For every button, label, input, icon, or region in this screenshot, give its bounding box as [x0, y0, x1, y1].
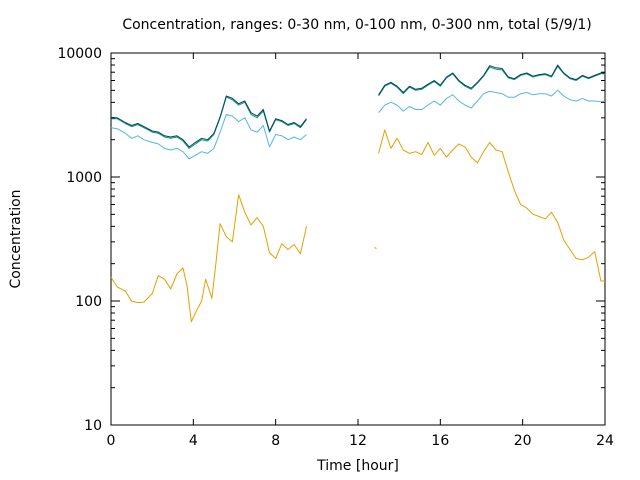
y-axis-ticks: 10 100 1000 10000 — [57, 46, 605, 434]
y-tick-label: 100 — [75, 294, 102, 310]
series-line-1 — [378, 129, 605, 282]
x-tick-label: 12 — [349, 433, 367, 449]
x-tick-label: 24 — [596, 433, 614, 449]
plot-area: 0 4 8 12 16 20 24 10 100 1000 10000 — [57, 46, 614, 449]
series-line-3 — [378, 65, 605, 97]
y-tick-label: 1000 — [66, 170, 102, 186]
series-line-2 — [110, 113, 307, 160]
x-tick-label: 4 — [189, 433, 198, 449]
x-tick-label: 20 — [514, 433, 532, 449]
y-tick-label: 10000 — [57, 46, 102, 62]
chart-title: Concentration, ranges: 0-30 nm, 0-100 nm… — [122, 17, 591, 33]
series-line-1 — [374, 247, 377, 249]
y-tick-label: 10 — [84, 418, 102, 434]
series-line-1 — [110, 194, 307, 323]
x-axis-ticks: 0 4 8 12 16 20 24 — [107, 53, 614, 449]
x-tick-label: 8 — [271, 433, 280, 449]
plot-frame — [110, 52, 606, 426]
series-layer — [110, 64, 605, 323]
y-axis-label: Concentration — [8, 189, 24, 288]
x-tick-label: 16 — [431, 433, 449, 449]
x-tick-label: 0 — [107, 433, 116, 449]
x-axis-label: Time [hour] — [316, 458, 399, 474]
series-line-2 — [378, 89, 605, 114]
series-line-4 — [378, 64, 605, 96]
series-line-4 — [111, 95, 307, 148]
series-line-3 — [111, 96, 307, 149]
